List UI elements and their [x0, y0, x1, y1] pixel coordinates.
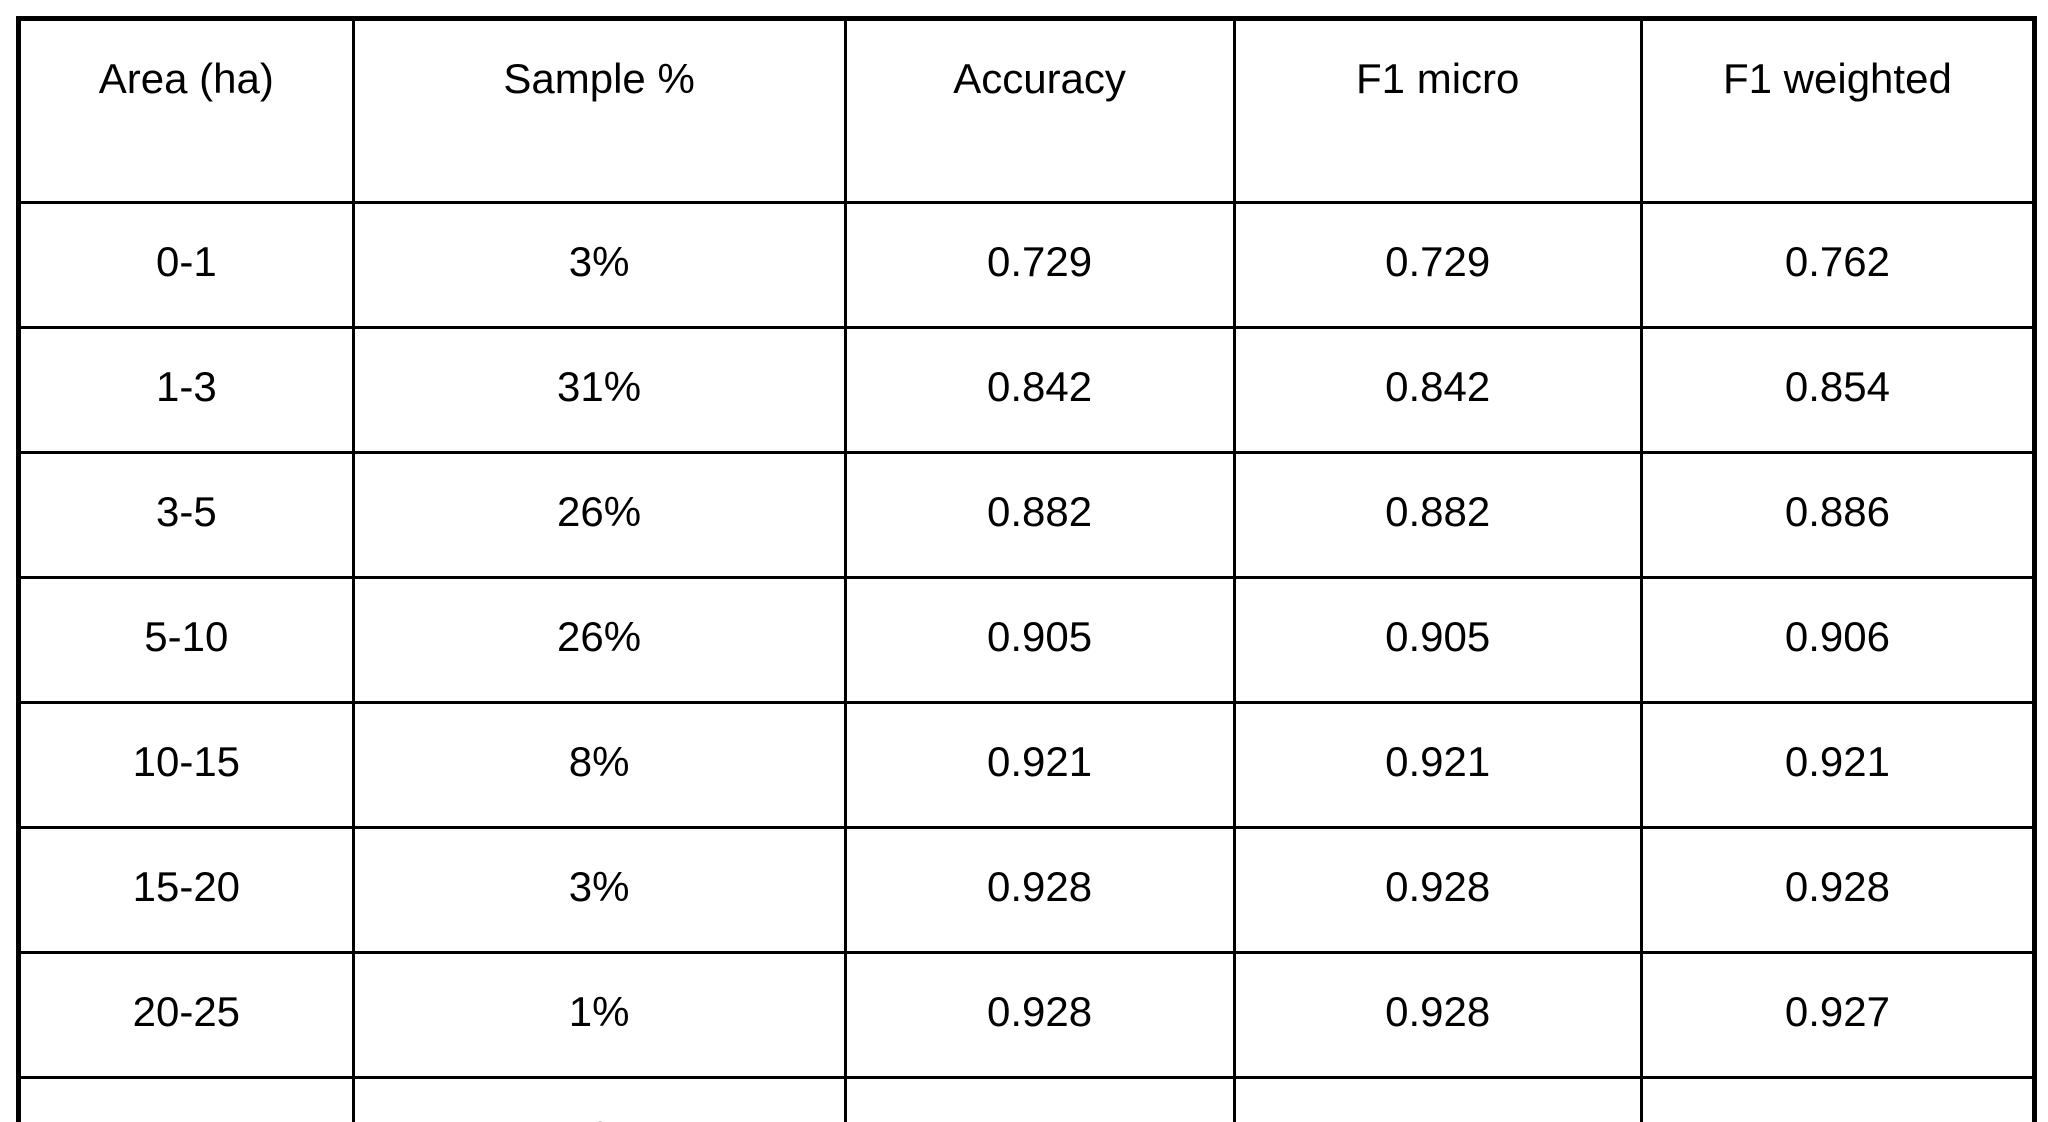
table-row: 15-20 3% 0.928 0.928 0.928: [17, 826, 2037, 954]
column-header-accuracy: Accuracy: [843, 17, 1236, 204]
cell-f1-micro: 0.882: [1232, 451, 1643, 579]
cell-sample-pct: 3%: [351, 826, 847, 954]
cell-sample-pct: 31%: [351, 326, 847, 454]
cell-f1-weighted: 0.921: [1639, 701, 2037, 829]
cell-accuracy: 0.919: [843, 1076, 1236, 1122]
cell-f1-weighted: 0.762: [1639, 201, 2037, 329]
cell-accuracy: 0.921: [843, 701, 1236, 829]
cell-sample-pct: 1%: [351, 1076, 847, 1122]
cell-f1-weighted: 0.906: [1639, 576, 2037, 704]
table-row: 25+ 1% 0.919 0.919 0.918: [17, 1076, 2037, 1122]
cell-f1-micro: 0.928: [1232, 826, 1643, 954]
table-header-row: Area (ha) Sample % Accuracy F1 micro F1 …: [17, 17, 2037, 204]
cell-accuracy: 0.928: [843, 951, 1236, 1079]
cell-accuracy: 0.928: [843, 826, 1236, 954]
table-row: 0-1 3% 0.729 0.729 0.762: [17, 201, 2037, 329]
table-row: 1-3 31% 0.842 0.842 0.854: [17, 326, 2037, 454]
cell-f1-micro: 0.919: [1232, 1076, 1643, 1122]
cell-area-range: 10-15: [17, 701, 355, 829]
cell-sample-pct: 3%: [351, 201, 847, 329]
cell-area-range: 20-25: [17, 951, 355, 1079]
cell-f1-weighted: 0.886: [1639, 451, 2037, 579]
cell-f1-weighted: 0.854: [1639, 326, 2037, 454]
cell-sample-pct: 26%: [351, 576, 847, 704]
cell-f1-weighted: 0.927: [1639, 951, 2037, 1079]
cell-area-range: 15-20: [17, 826, 355, 954]
cell-f1-micro: 0.729: [1232, 201, 1643, 329]
cell-accuracy: 0.882: [843, 451, 1236, 579]
cell-f1-micro: 0.921: [1232, 701, 1643, 829]
cell-sample-pct: 1%: [351, 951, 847, 1079]
cell-accuracy: 0.905: [843, 576, 1236, 704]
cell-sample-pct: 26%: [351, 451, 847, 579]
cell-sample-pct: 8%: [351, 701, 847, 829]
column-header-f1-weighted: F1 weighted: [1639, 17, 2037, 204]
cell-f1-micro: 0.842: [1232, 326, 1643, 454]
table-row: 10-15 8% 0.921 0.921 0.921: [17, 701, 2037, 829]
cell-accuracy: 0.842: [843, 326, 1236, 454]
column-header-sample-pct: Sample %: [351, 17, 847, 204]
cell-area-range: 1-3: [17, 326, 355, 454]
cell-area-range: 3-5: [17, 451, 355, 579]
column-header-f1-micro: F1 micro: [1232, 17, 1643, 204]
cell-f1-micro: 0.905: [1232, 576, 1643, 704]
table-row: 5-10 26% 0.905 0.905 0.906: [17, 576, 2037, 704]
cell-f1-weighted: 0.928: [1639, 826, 2037, 954]
column-header-area: Area (ha): [17, 17, 355, 204]
cell-f1-micro: 0.928: [1232, 951, 1643, 1079]
table-row: 3-5 26% 0.882 0.882 0.886: [17, 451, 2037, 579]
cell-area-range: 0-1: [17, 201, 355, 329]
table-row: 20-25 1% 0.928 0.928 0.927: [17, 951, 2037, 1079]
cell-accuracy: 0.729: [843, 201, 1236, 329]
cell-f1-weighted: 0.918: [1639, 1076, 2037, 1122]
cell-area-range: 25+: [17, 1076, 355, 1122]
area-metrics-table: Area (ha) Sample % Accuracy F1 micro F1 …: [16, 16, 2037, 1122]
cell-area-range: 5-10: [17, 576, 355, 704]
